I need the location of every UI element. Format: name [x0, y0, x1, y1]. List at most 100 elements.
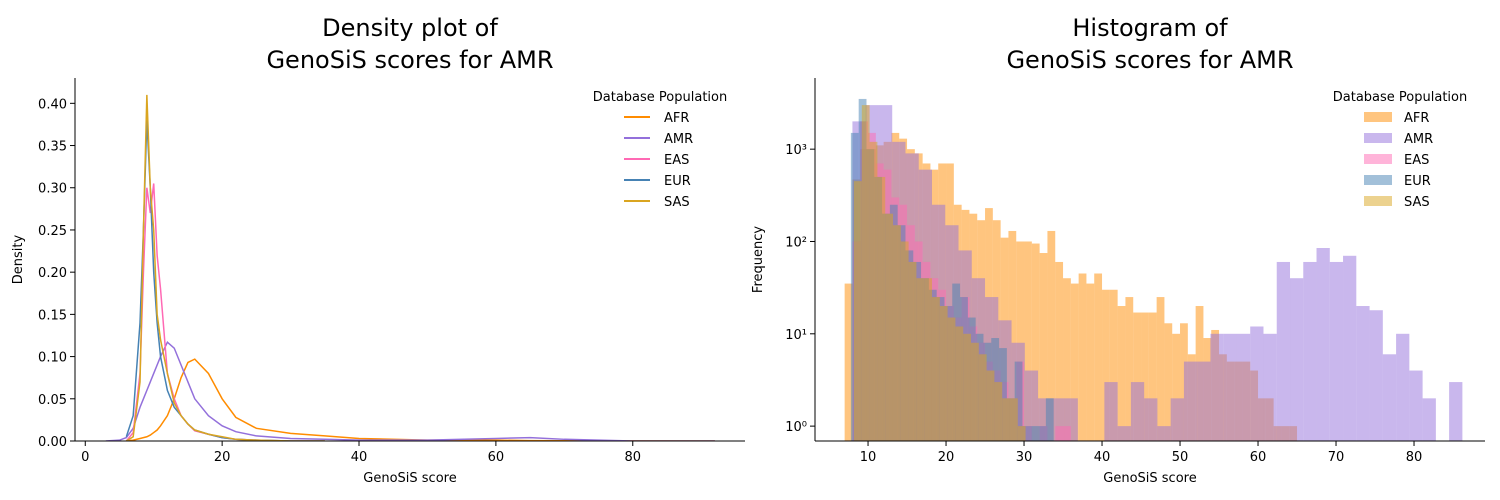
histogram-bar	[892, 225, 901, 441]
histogram-bar	[1210, 333, 1224, 441]
histogram-bar	[1164, 323, 1173, 441]
histogram-bar	[1316, 247, 1330, 441]
y-tick-label: 10²	[785, 235, 807, 250]
histogram-bar	[1009, 398, 1018, 441]
x-tick-label: 40	[351, 450, 368, 465]
histogram-bar	[1422, 398, 1436, 441]
legend-title: Database Population	[593, 90, 727, 105]
histogram-bar	[853, 181, 862, 441]
chart-title: GenoSiS scores for AMR	[1006, 46, 1293, 74]
histogram-bar	[1047, 230, 1056, 441]
legend-swatch	[1364, 175, 1392, 185]
x-tick-label: 70	[1328, 450, 1345, 465]
y-tick-label: 0.05	[38, 393, 67, 408]
histogram-bar	[1449, 382, 1463, 441]
histogram-bar	[1156, 297, 1165, 441]
histogram-bar	[1148, 312, 1157, 441]
legend-label: SAS	[664, 195, 690, 210]
histogram-bar	[963, 333, 971, 441]
x-tick-label: 50	[1172, 450, 1189, 465]
legend-label: AMR	[664, 132, 693, 147]
histogram-bar	[1263, 333, 1277, 441]
histogram-bar	[1063, 426, 1071, 441]
histogram-bar	[1045, 398, 1054, 441]
histogram-bar	[1343, 255, 1357, 441]
histogram-bar	[1396, 333, 1410, 441]
histogram-bar	[1369, 310, 1383, 441]
y-tick-label: 0.00	[38, 435, 67, 450]
histogram-bar	[1094, 273, 1103, 441]
histogram-bar	[1183, 361, 1198, 441]
legend-label: AFR	[664, 111, 689, 126]
y-axis-label: Frequency	[751, 226, 766, 293]
legend-swatch	[1364, 133, 1392, 143]
y-tick-label: 0.20	[38, 266, 67, 281]
histogram-bar	[900, 241, 909, 441]
histogram-bar	[1170, 398, 1184, 441]
y-axis-label: Density	[11, 234, 26, 284]
histogram-bar	[1223, 333, 1237, 441]
histogram-bar	[1157, 426, 1171, 441]
histogram-bar	[1055, 261, 1064, 441]
histogram-bar	[955, 326, 964, 441]
histogram-bar	[1039, 253, 1048, 441]
legend-label: EUR	[664, 174, 691, 189]
histogram-bar	[1133, 312, 1142, 441]
x-tick-label: 60	[1250, 450, 1267, 465]
histogram-bar	[1117, 306, 1126, 441]
histogram-bar	[931, 297, 940, 441]
histogram-bar	[908, 261, 917, 441]
y-tick-label: 10¹	[785, 328, 807, 343]
histogram-bar	[1130, 382, 1145, 441]
histogram-bar	[885, 213, 893, 441]
histogram-bar	[924, 278, 932, 441]
legend-swatch	[1364, 112, 1392, 122]
histogram-bar	[1236, 333, 1251, 441]
histogram-bar	[994, 382, 1003, 441]
histogram-bar	[844, 283, 853, 441]
histogram-bar	[1276, 261, 1291, 441]
histogram-bar	[1008, 230, 1017, 441]
histogram-bar	[1024, 241, 1032, 441]
x-tick-label: 80	[624, 450, 641, 465]
histogram-bar	[1014, 361, 1023, 441]
x-tick-label: 10	[860, 450, 877, 465]
plot-area	[105, 94, 715, 441]
y-tick-label: 0.25	[38, 224, 67, 239]
y-tick-label: 0.15	[38, 308, 67, 323]
histogram-bar	[1102, 289, 1110, 441]
x-axis-label: GenoSiS score	[363, 471, 456, 486]
density-line	[105, 341, 715, 441]
y-tick-label: 0.35	[38, 140, 67, 155]
histogram-bar	[1117, 426, 1131, 441]
y-tick-label: 0.10	[38, 351, 67, 366]
legend-label: AMR	[1404, 132, 1433, 147]
histogram-bar	[1070, 283, 1079, 441]
histogram-bar	[1017, 426, 1026, 441]
histogram-bar	[1356, 306, 1370, 441]
histogram-bar	[1109, 289, 1118, 441]
histogram-bar	[1063, 278, 1071, 441]
histogram-bar	[877, 176, 886, 441]
legend-label: EAS	[664, 153, 689, 168]
histogram-bar	[1250, 326, 1264, 441]
histogram-bar	[999, 348, 1007, 441]
chart-panel: Density plot of GenoSiS scores for AMR Gen…	[11, 14, 745, 486]
legend-label: SAS	[1404, 195, 1430, 210]
density-line	[125, 94, 325, 441]
histogram-bar	[861, 105, 870, 441]
legend-title: Database Population	[1333, 90, 1467, 105]
x-tick-label: 20	[938, 450, 955, 465]
x-tick-label: 80	[1406, 450, 1423, 465]
histogram-bar	[939, 306, 948, 441]
x-tick-label: 20	[214, 450, 231, 465]
y-tick-label: 0.30	[38, 182, 67, 197]
histogram-bar	[1409, 370, 1423, 441]
density-line	[126, 358, 715, 441]
histogram-bar	[1382, 354, 1397, 441]
histogram-bar	[1016, 241, 1025, 441]
plot-area	[844, 98, 1463, 441]
y-tick-label: 10³	[785, 143, 807, 158]
histogram-bar	[1038, 426, 1046, 441]
histogram-bar	[1125, 297, 1134, 441]
